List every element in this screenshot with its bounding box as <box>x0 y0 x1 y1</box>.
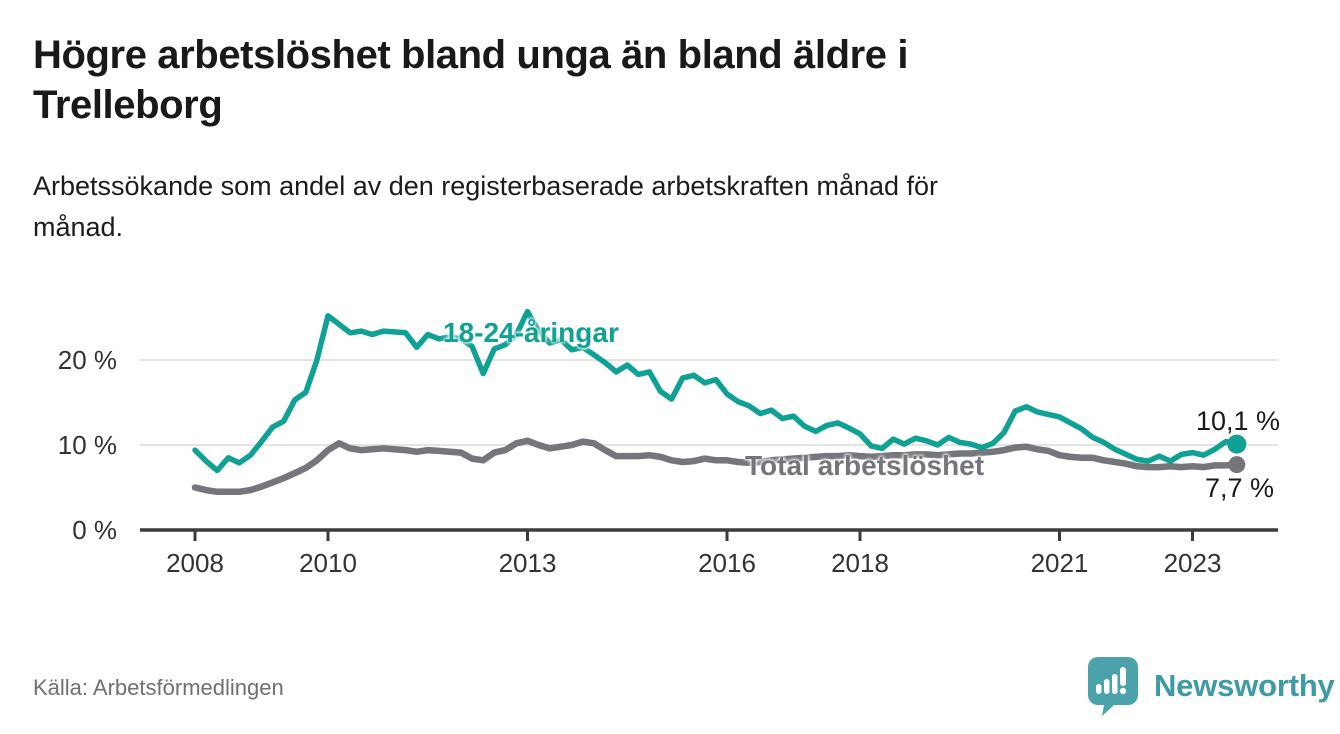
chart-title-line1: Högre arbetslöshet bland unga än bland ä… <box>33 33 909 77</box>
bar-chart-glyph <box>1096 667 1127 695</box>
y-axis-tick-label: 0 % <box>72 515 117 545</box>
exclamation-bar <box>1120 667 1126 686</box>
x-axis-tick-label: 2021 <box>1031 548 1089 578</box>
chart-title-line2: Trelleborg <box>33 83 223 127</box>
chart-title: Högre arbetslöshet bland unga än bland ä… <box>33 30 1213 130</box>
x-axis-tick-label: 2010 <box>299 548 357 578</box>
x-axis-tick-label: 2008 <box>166 548 224 578</box>
end-value-label-total: 7,7 % <box>1205 473 1275 503</box>
newsworthy-logo-icon <box>1088 657 1138 716</box>
chart-subtitle: Arbetssökande som andel av den registerb… <box>33 166 1253 248</box>
series-end-dot-total <box>1228 456 1246 474</box>
newsworthy-logo: Newsworthy <box>1084 655 1335 717</box>
chart-subtitle-line2: månad. <box>33 212 124 242</box>
x-axis-tick-label: 2013 <box>499 548 557 578</box>
series-line-youth <box>192 308 1240 474</box>
x-axis-tick-label: 2018 <box>831 548 889 578</box>
y-axis-tick-label: 20 % <box>58 345 117 375</box>
chart-subtitle-line1: Arbetssökande som andel av den registerb… <box>33 171 939 201</box>
series-label-total: Total arbetslöshet <box>745 450 985 481</box>
y-axis-tick-label: 10 % <box>58 430 117 460</box>
source-attribution: Källa: Arbetsförmedlingen <box>33 675 284 700</box>
exclamation-dot <box>1119 687 1127 695</box>
series-label-youth: 18-24-åringar <box>443 317 619 348</box>
series-end-dot-youth <box>1227 434 1247 454</box>
x-axis-tick-label: 2016 <box>698 548 756 578</box>
brand-name: Newsworthy <box>1154 668 1335 703</box>
series-line-total <box>191 437 1241 496</box>
end-value-label-youth: 10,1 % <box>1196 406 1281 436</box>
x-axis-tick-label: 2023 <box>1164 548 1222 578</box>
